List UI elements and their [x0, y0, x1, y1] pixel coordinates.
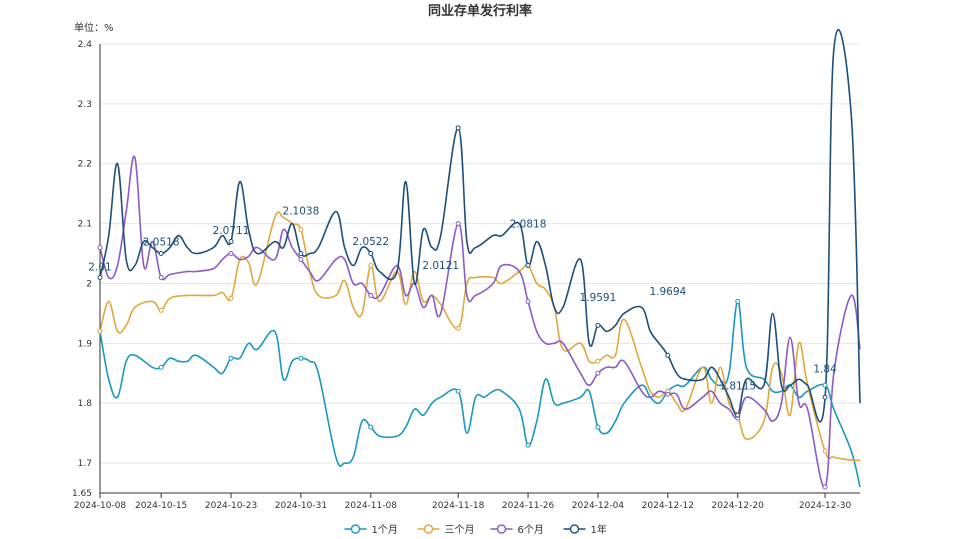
- data-point: [822, 382, 828, 388]
- data-point: [665, 391, 671, 397]
- data-point: [158, 251, 164, 257]
- x-tick-label: 2024-10-31: [275, 501, 327, 511]
- x-tick-label: 2024-12-12: [642, 501, 694, 511]
- data-point: [97, 274, 103, 280]
- data-point: [525, 298, 531, 304]
- series-line: [99, 211, 861, 462]
- unit-label: 单位：%: [74, 21, 114, 34]
- series-line: [99, 155, 861, 488]
- data-label: 2.1038: [283, 205, 320, 217]
- legend-marker: [496, 524, 507, 534]
- data-point: [158, 364, 164, 370]
- data-point: [735, 412, 741, 418]
- x-tick-label: 2024-10-08: [74, 501, 127, 511]
- series-line: [99, 300, 861, 488]
- x-tick-label: 2024-12-04: [572, 501, 625, 511]
- y-tick-label: 2.1: [78, 220, 92, 230]
- data-label: 2.0522: [352, 236, 389, 248]
- x-tick-label: 2024-10-23: [205, 501, 257, 511]
- data-point: [595, 370, 601, 376]
- legend-marker: [350, 524, 361, 534]
- x-tick-label: 2024-12-20: [712, 501, 765, 511]
- y-tick-label: 2.4: [78, 40, 93, 50]
- data-point: [455, 325, 461, 331]
- data-point: [97, 328, 103, 334]
- y-axis: 1.65 1.7 1.8 1.9 2 2.1 2.2 2.3 2.4: [72, 40, 101, 499]
- data-labels: 2.01 2.0518 2.0711 2.1038 2.0522 2.0121 2.0818…: [88, 205, 837, 392]
- data-point: [525, 442, 531, 448]
- y-tick-label: 1.9: [78, 339, 93, 349]
- data-label: 1.84: [813, 363, 837, 375]
- data-point: [298, 257, 304, 263]
- gridlines: [100, 43, 860, 464]
- data-label: 2.0518: [143, 236, 180, 248]
- series-line: [99, 29, 861, 423]
- y-tick-label: 1.7: [78, 459, 92, 469]
- legend-marker: [569, 524, 580, 534]
- legend-label: 1年: [591, 523, 607, 536]
- data-point: [368, 292, 374, 298]
- data-point: [298, 251, 304, 257]
- data-point: [228, 355, 234, 361]
- chart-title: 同业存单发行利率: [428, 3, 532, 19]
- legend-item[interactable]: 1个月: [344, 524, 398, 536]
- data-label: 1.8115: [719, 380, 756, 392]
- series-lines: [99, 29, 861, 488]
- data-point: [595, 358, 601, 364]
- legend-item[interactable]: 6个月: [490, 524, 544, 536]
- x-tick-label: 2024-11-08: [345, 501, 398, 511]
- legend-item[interactable]: 1年: [563, 523, 607, 536]
- data-point: [368, 424, 374, 430]
- data-point: [158, 274, 164, 280]
- y-tick-label: 2.2: [78, 160, 92, 170]
- x-tick-label: 2024-11-18: [432, 501, 485, 511]
- data-point: [455, 125, 461, 131]
- data-point: [228, 239, 234, 245]
- data-label: 2.0711: [213, 225, 250, 237]
- y-tick-label: 1.8: [78, 399, 93, 409]
- data-point: [595, 424, 601, 430]
- data-point: [97, 245, 103, 251]
- legend-marker: [423, 524, 434, 534]
- data-point: [298, 355, 304, 361]
- legend[interactable]: 1个月 三个月 6个月 1年: [344, 523, 607, 536]
- data-point: [228, 251, 234, 257]
- data-point: [665, 352, 671, 358]
- data-point: [158, 307, 164, 313]
- x-axis: 2024-10-08 2024-10-15 2024-10-23 2024-10-31…: [74, 492, 860, 511]
- data-point: [595, 322, 601, 328]
- x-tick-label: 2024-11-26: [502, 501, 555, 511]
- data-point: [525, 263, 531, 269]
- data-point: [455, 388, 461, 394]
- x-tick-label: 2024-10-15: [135, 501, 187, 511]
- data-point: [298, 227, 304, 233]
- data-point: [455, 221, 461, 227]
- data-point: [735, 298, 741, 304]
- legend-item[interactable]: 三个月: [417, 524, 475, 536]
- data-label: 2.0818: [510, 218, 547, 230]
- data-point: [368, 263, 374, 269]
- legend-label: 1个月: [372, 524, 398, 536]
- data-label: 1.9694: [649, 286, 686, 298]
- legend-label: 三个月: [445, 524, 475, 536]
- data-point: [822, 394, 828, 400]
- data-label: 2.01: [88, 261, 111, 273]
- data-point: [368, 251, 374, 257]
- y-tick-label: 2.3: [78, 100, 92, 110]
- legend-label: 6个月: [518, 524, 544, 536]
- y-tick-label: 2: [86, 279, 92, 289]
- series-markers: [97, 125, 828, 490]
- data-point: [822, 484, 828, 490]
- data-point: [228, 295, 234, 301]
- y-tick-label: 1.65: [72, 489, 92, 499]
- data-label: 2.0121: [422, 260, 459, 272]
- x-tick-label: 2024-12-30: [799, 501, 852, 511]
- data-point: [822, 448, 828, 454]
- data-label: 1.9591: [580, 292, 617, 304]
